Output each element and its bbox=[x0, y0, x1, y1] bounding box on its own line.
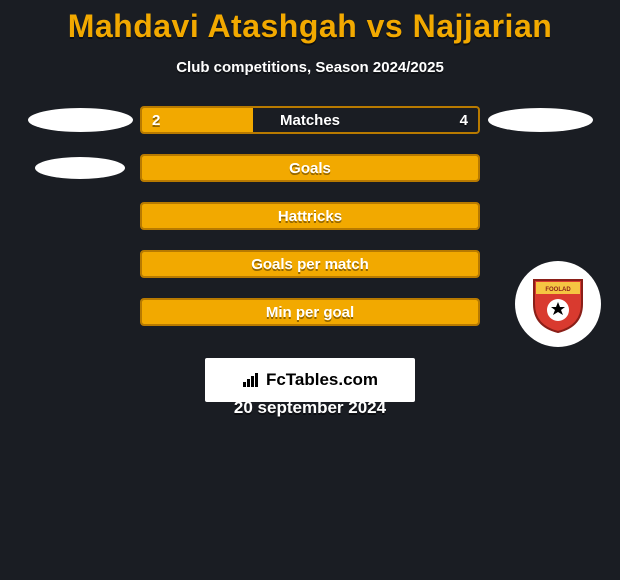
club-name-text: FOOLAD bbox=[545, 287, 571, 293]
club-badge-circle: FOOLAD bbox=[515, 261, 601, 347]
bar-fill bbox=[142, 252, 478, 276]
branding-text: FcTables.com bbox=[266, 370, 378, 390]
left-slot bbox=[20, 202, 140, 230]
right-slot bbox=[480, 154, 600, 182]
bar-fill bbox=[142, 300, 478, 324]
value-right: 4 bbox=[460, 112, 468, 129]
stat-row-hattricks: Hattricks bbox=[0, 202, 620, 230]
branding-badge: FcTables.com bbox=[205, 358, 415, 402]
left-slot bbox=[20, 298, 140, 326]
player-left-ellipse-small bbox=[35, 157, 125, 179]
right-slot bbox=[480, 106, 600, 134]
left-slot bbox=[20, 154, 140, 182]
bar-hattricks: Hattricks bbox=[140, 202, 480, 230]
stat-row-matches: 2 Matches 4 bbox=[0, 106, 620, 134]
value-left: 2 bbox=[152, 112, 160, 129]
stat-row-goals: Goals bbox=[0, 154, 620, 182]
player-left-ellipse bbox=[28, 108, 133, 132]
bar-matches: 2 Matches 4 bbox=[140, 106, 480, 134]
left-slot bbox=[20, 250, 140, 278]
club-logo-right: FOOLAD bbox=[515, 261, 605, 351]
club-crest-icon: FOOLAD bbox=[526, 272, 590, 336]
page-title: Mahdavi Atashgah vs Najjarian bbox=[0, 8, 620, 45]
bar-goals: Goals bbox=[140, 154, 480, 182]
page-subtitle: Club competitions, Season 2024/2025 bbox=[0, 59, 620, 76]
bar-mpg: Min per goal bbox=[140, 298, 480, 326]
bar-fill bbox=[142, 204, 478, 228]
bar-gpm: Goals per match bbox=[140, 250, 480, 278]
chart-icon bbox=[242, 372, 262, 388]
left-slot bbox=[20, 106, 140, 134]
bar-fill bbox=[142, 156, 478, 180]
header: Mahdavi Atashgah vs Najjarian Club compe… bbox=[0, 0, 620, 76]
right-slot bbox=[480, 202, 600, 230]
comparison-section: 2 Matches 4 Goals Hattricks Goals p bbox=[0, 106, 620, 418]
player-right-ellipse bbox=[488, 108, 593, 132]
